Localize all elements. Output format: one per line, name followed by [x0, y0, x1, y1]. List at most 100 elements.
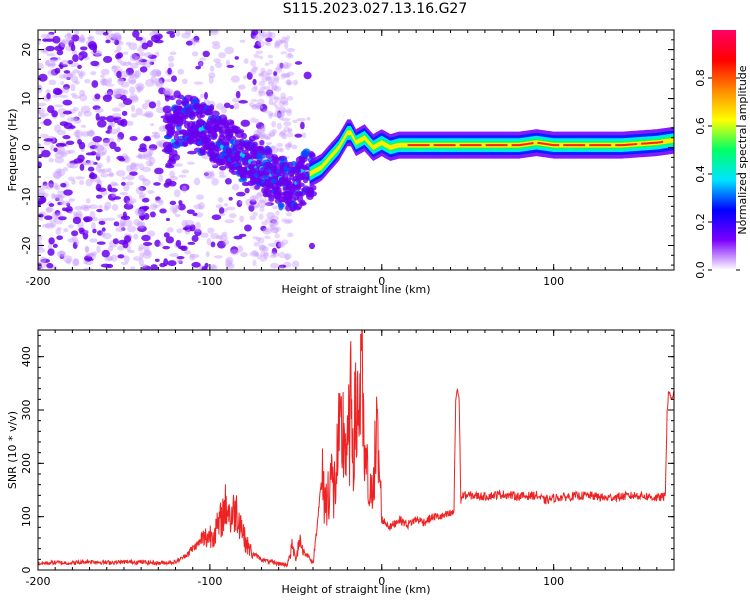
heatmap-cell: [96, 241, 106, 245]
heatmap-cell: [54, 184, 61, 191]
heatmap-cell: [287, 232, 294, 238]
heatmap-cell: [48, 180, 54, 188]
heatmap-cell: [74, 205, 84, 211]
heatmap-cell: [178, 174, 187, 178]
heatmap-cell: [189, 110, 196, 116]
heatmap-cell: [268, 98, 274, 106]
heatmap-cell: [79, 46, 88, 51]
heatmap-cell: [52, 182, 59, 189]
heatmap-cell: [132, 30, 140, 38]
heatmap-cell: [175, 239, 182, 248]
heatmap-cell: [45, 59, 56, 67]
heatmap-cell: [177, 68, 185, 75]
heatmap-cell: [258, 72, 265, 78]
heatmap-cell: [49, 219, 57, 223]
heatmap-cell: [78, 38, 85, 42]
heatmap-cell: [173, 133, 180, 142]
y-tick-label: -10: [20, 188, 33, 206]
heatmap-cell: [125, 174, 135, 181]
heatmap-cell: [187, 150, 197, 155]
heatmap-cell: [58, 94, 69, 99]
heatmap-cell: [125, 181, 134, 186]
heatmap-cell: [218, 174, 227, 178]
heatmap-cell: [283, 126, 290, 133]
heatmap-cell: [94, 108, 104, 113]
heatmap-cell: [252, 78, 257, 86]
heatmap-cell: [73, 130, 83, 138]
heatmap-cell: [174, 213, 181, 218]
heatmap-cell: [283, 121, 292, 127]
heatmap-cell: [68, 210, 73, 215]
heatmap-cell: [258, 89, 265, 94]
heatmap-cell: [134, 82, 145, 91]
heatmap-cell: [139, 66, 148, 73]
heatmap-cell: [108, 33, 116, 39]
heatmap-cell: [181, 78, 188, 85]
heatmap-cell: [71, 34, 80, 42]
heatmap-cell: [139, 143, 147, 150]
heatmap-cell: [274, 67, 283, 74]
heatmap-cell: [176, 255, 185, 260]
colorbar-tick-label: 0.6: [694, 117, 707, 135]
heatmap-cell: [83, 260, 88, 265]
heatmap-cell: [94, 50, 103, 57]
ridge-band: [309, 126, 674, 181]
heatmap-cell: [92, 161, 98, 165]
heatmap-cell: [54, 212, 63, 218]
heatmap-cell: [120, 70, 129, 78]
heatmap-cell: [259, 139, 265, 146]
heatmap-cell: [136, 85, 144, 92]
heatmap-cell: [58, 216, 67, 221]
heatmap-cell: [77, 139, 83, 145]
heatmap-cell: [63, 83, 70, 90]
heatmap-cell: [113, 116, 122, 121]
heatmap-cell: [144, 51, 153, 58]
heatmap-cell: [252, 236, 259, 240]
heatmap-cell: [73, 30, 80, 35]
heatmap-cell: [271, 120, 277, 128]
heatmap-cell: [273, 77, 280, 84]
heatmap-cell: [92, 105, 101, 111]
heatmap-cell: [39, 112, 50, 117]
heatmap-cell: [276, 226, 281, 232]
heatmap-cell: [150, 123, 155, 127]
heatmap-cell: [126, 225, 137, 233]
heatmap-cell: [231, 98, 240, 103]
ridge-band: [309, 128, 674, 179]
heatmap-cell: [178, 203, 186, 211]
heatmap-cell: [273, 96, 279, 104]
heatmap-cell: [54, 88, 63, 96]
heatmap-cell: [311, 184, 317, 191]
heatmap-cell: [258, 55, 264, 60]
heatmap-cell: [143, 206, 148, 212]
heatmap-cell: [143, 244, 150, 252]
heatmap-cell: [194, 40, 201, 44]
heatmap-cell: [120, 118, 128, 127]
heatmap-cell: [111, 113, 122, 119]
snr-border: [37, 329, 675, 571]
heatmap-cell: [181, 185, 187, 193]
heatmap-cell: [257, 98, 265, 106]
y-tick-label: 100: [20, 506, 33, 527]
heatmap-cell: [262, 227, 272, 235]
heatmap-cell: [257, 30, 262, 34]
heatmap-cell: [233, 102, 240, 110]
heatmap-cell: [156, 100, 161, 108]
heatmap-cell: [265, 136, 271, 140]
heatmap-cell: [162, 245, 171, 250]
heatmap-cell: [264, 235, 271, 240]
heatmap-cell: [38, 262, 43, 270]
heatmap-cell: [102, 78, 110, 85]
heatmap-cell: [52, 194, 63, 199]
heatmap-cell: [171, 75, 177, 82]
heatmap-cell: [118, 77, 127, 82]
heatmap-cell: [219, 165, 227, 171]
heatmap-cell: [53, 124, 61, 133]
heatmap-cell: [92, 45, 97, 54]
heatmap-cell: [165, 217, 170, 222]
heatmap-cell: [138, 174, 146, 181]
heatmap-cell: [109, 141, 117, 150]
heatmap-cell: [117, 78, 124, 83]
heatmap-cell: [210, 264, 218, 270]
heatmap-cell: [122, 219, 133, 227]
